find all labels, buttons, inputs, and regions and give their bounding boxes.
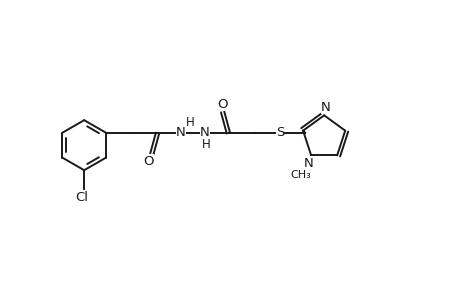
Text: N: N xyxy=(200,126,209,139)
Text: O: O xyxy=(217,98,228,111)
Text: S: S xyxy=(275,126,284,139)
Text: N: N xyxy=(320,101,330,114)
Text: N: N xyxy=(303,157,313,169)
Text: N: N xyxy=(176,126,185,139)
Text: Cl: Cl xyxy=(75,191,88,204)
Text: O: O xyxy=(143,154,154,168)
Text: CH₃: CH₃ xyxy=(290,169,310,180)
Text: H: H xyxy=(201,138,210,151)
Text: H: H xyxy=(186,116,195,129)
